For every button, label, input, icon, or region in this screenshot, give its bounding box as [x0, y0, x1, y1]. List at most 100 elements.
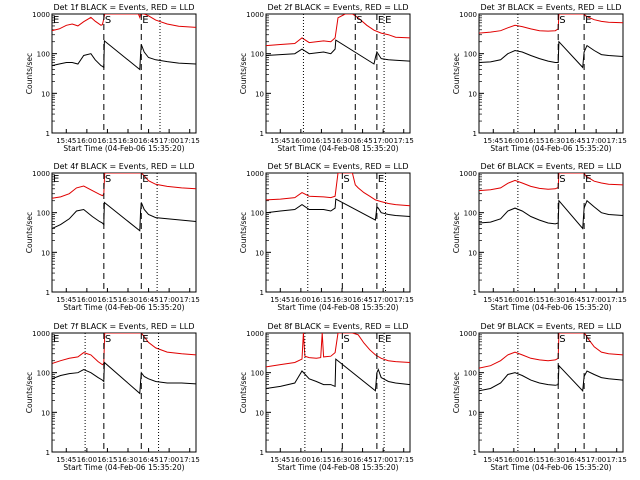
panel-5: Det 5f BLACK = Events, RED = LLD 1 10 100 10…	[239, 162, 414, 312]
x-tick-label: 16:45	[352, 137, 372, 145]
y-tick-label: 100	[464, 210, 477, 218]
marker-label: E	[53, 15, 59, 26]
y-tick-label: 1000	[32, 170, 50, 178]
series-events	[52, 201, 196, 232]
x-tick-label: 17:15	[180, 456, 200, 464]
y-tick-label: 1	[46, 130, 50, 138]
x-tick-label: 16:30	[118, 296, 138, 304]
marker-label: S	[559, 334, 565, 345]
marker-label: E	[142, 15, 148, 26]
y-tick-label: 10	[41, 90, 50, 98]
y-tick-label: 100	[251, 51, 264, 59]
x-tick-label: 17:00	[159, 456, 179, 464]
x-tick-label: 16:15	[97, 456, 117, 464]
y-axis-label: Counts/sec	[452, 212, 461, 253]
x-tick-label: 16:00	[77, 296, 97, 304]
panel-title: Det 8f BLACK = Events, RED = LLD	[267, 322, 408, 331]
x-axis-label: Start Time (04-Feb-08 15:35:20)	[277, 303, 398, 312]
x-tick-label: 16:30	[332, 456, 352, 464]
marker-label: E	[385, 334, 391, 345]
x-tick-label: 16:30	[545, 137, 565, 145]
y-tick-label: 10	[255, 249, 264, 257]
x-tick-label: 16:00	[291, 456, 311, 464]
marker-label: E	[142, 334, 148, 345]
y-tick-label: 1000	[246, 330, 264, 338]
panel-title: Det 3f BLACK = Events, RED = LLD	[480, 3, 621, 12]
y-tick-label: 10	[255, 90, 264, 98]
plot-frame	[478, 172, 624, 293]
y-tick-label: 1	[473, 449, 477, 457]
marker-label: S	[343, 174, 349, 185]
x-tick-label: 16:30	[332, 296, 352, 304]
x-tick-label: 15:45	[56, 137, 76, 145]
x-tick-label: 16:15	[524, 456, 544, 464]
series-events	[479, 199, 623, 230]
marker-label: S	[559, 15, 565, 26]
marker-label: E	[585, 174, 591, 185]
x-tick-label: 16:15	[311, 456, 331, 464]
marker-label: S	[105, 174, 111, 185]
y-axis-label: Counts/sec	[25, 372, 34, 413]
y-tick-label: 10	[41, 409, 50, 417]
x-axis-label: Start Time (04-Feb-06 15:35:20)	[63, 303, 184, 312]
x-tick-label: 16:45	[352, 296, 372, 304]
y-tick-label: 1	[46, 289, 50, 297]
panel-9: Det 9f BLACK = Events, RED = LLD 1 10 100 10…	[452, 322, 627, 472]
x-tick-label: 17:15	[394, 296, 414, 304]
x-tick-label: 17:15	[180, 296, 200, 304]
y-axis-label: Counts/sec	[239, 212, 248, 253]
x-tick-label: 16:45	[138, 137, 158, 145]
panel-title: Det 7f BLACK = Events, RED = LLD	[53, 322, 194, 331]
marker-label: E	[378, 15, 384, 26]
x-tick-label: 15:45	[56, 456, 76, 464]
x-tick-label: 17:00	[586, 296, 606, 304]
y-axis-label: Counts/sec	[452, 372, 461, 413]
plot-frame	[265, 332, 411, 453]
series-lld	[479, 14, 623, 34]
plot-frame	[51, 13, 197, 134]
panel-8: Det 8f BLACK = Events, RED = LLD 1 10 100 10…	[239, 322, 414, 472]
panel-title: Det 6f BLACK = Events, RED = LLD	[480, 162, 621, 171]
x-tick-label: 16:15	[524, 137, 544, 145]
plot-frame	[478, 13, 624, 134]
marker-label: E	[378, 334, 384, 345]
x-tick-label: 16:15	[97, 296, 117, 304]
series-events	[52, 361, 196, 395]
x-tick-label: 15:45	[270, 456, 290, 464]
y-tick-label: 1	[260, 130, 264, 138]
x-tick-label: 16:45	[352, 456, 372, 464]
x-tick-label: 16:30	[118, 456, 138, 464]
y-axis-label: Counts/sec	[25, 212, 34, 253]
y-tick-label: 10	[468, 409, 477, 417]
x-tick-label: 16:00	[291, 137, 311, 145]
marker-label: S	[559, 174, 565, 185]
series-lld	[266, 173, 410, 207]
panel-title: Det 5f BLACK = Events, RED = LLD	[267, 162, 408, 171]
series-lld	[266, 333, 410, 368]
panel-6: Det 6f BLACK = Events, RED = LLD 1 10 100 10…	[452, 162, 627, 312]
y-tick-label: 100	[37, 51, 50, 59]
y-tick-label: 1	[473, 289, 477, 297]
x-tick-label: 17:00	[373, 456, 393, 464]
y-tick-label: 1000	[32, 330, 50, 338]
x-tick-label: 17:15	[394, 137, 414, 145]
panel-title: Det 4f BLACK = Events, RED = LLD	[53, 162, 194, 171]
x-axis-label: Start Time (04-Feb-08 15:35:20)	[277, 144, 398, 153]
x-tick-label: 17:00	[159, 296, 179, 304]
series-events	[266, 39, 410, 65]
x-tick-label: 16:00	[77, 456, 97, 464]
panel-2: Det 2f BLACK = Events, RED = LLD 1 10 100 10…	[239, 3, 414, 153]
y-tick-label: 1	[260, 289, 264, 297]
y-tick-label: 100	[37, 370, 50, 378]
series-lld	[266, 14, 410, 47]
x-tick-label: 15:45	[483, 137, 503, 145]
x-tick-label: 16:45	[565, 137, 585, 145]
panel-title: Det 1f BLACK = Events, RED = LLD	[53, 3, 194, 12]
y-tick-label: 1000	[246, 11, 264, 19]
x-tick-label: 16:00	[504, 296, 524, 304]
x-tick-label: 17:00	[586, 137, 606, 145]
series-lld	[52, 173, 196, 199]
y-tick-label: 100	[37, 210, 50, 218]
x-axis-label: Start Time (04-Feb-08 15:35:20)	[277, 463, 398, 472]
